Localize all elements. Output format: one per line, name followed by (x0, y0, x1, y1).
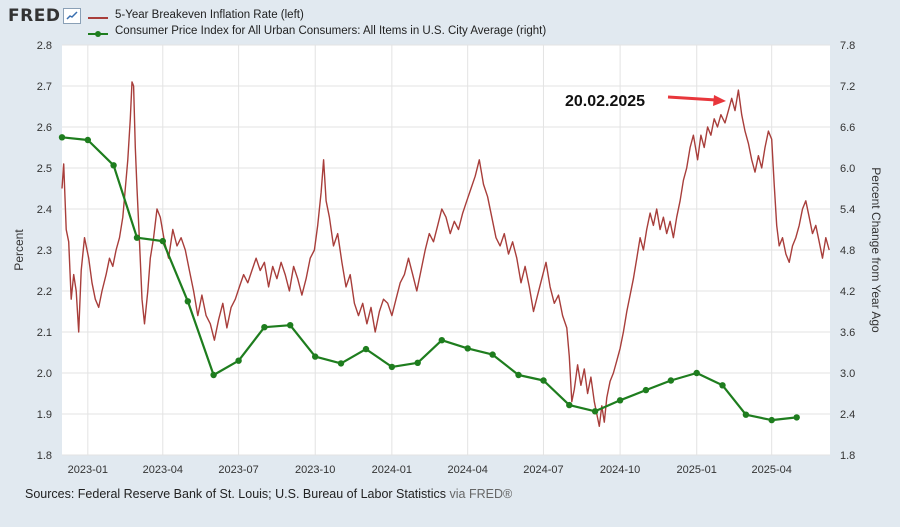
legend-swatch-breakeven (88, 11, 108, 19)
cpi-point (438, 337, 445, 344)
cpi-point (133, 234, 141, 241)
x-tick-label: 2023-04 (143, 464, 183, 476)
cpi-point (464, 345, 471, 352)
source-via[interactable]: via FRED® (449, 487, 513, 501)
cpi-point (793, 414, 800, 421)
cpi-point (719, 382, 726, 389)
cpi-point (84, 136, 92, 144)
trend-line-icon (63, 8, 82, 24)
cpi-point (667, 377, 675, 384)
cpi-point (616, 397, 624, 404)
y-left-tick-label: 1.8 (37, 450, 52, 462)
x-tick-label: 2023-01 (68, 464, 108, 476)
x-tick-label: 2023-10 (295, 464, 335, 476)
cpi-point (210, 371, 217, 379)
x-tick-label: 2025-01 (677, 464, 717, 476)
y-left-tick-label: 2.1 (37, 327, 52, 339)
x-tick-label: 2024-10 (600, 464, 640, 476)
y-right-axis-label: Percent Change from Year Ago (869, 167, 883, 333)
x-tick-label: 2025-04 (752, 464, 792, 476)
cpi-point (566, 401, 573, 409)
cpi-point (58, 134, 66, 141)
cpi-point (742, 411, 750, 418)
y-left-tick-label: 2.3 (37, 245, 52, 257)
y-right-tick-label: 2.4 (840, 409, 855, 421)
cpi-point (693, 369, 700, 377)
annotation-arrow-shaft (667, 95, 717, 102)
chart-legend: 5-Year Breakeven Inflation Rate (left) C… (88, 7, 546, 39)
y-right-tick-label: 6.0 (840, 163, 855, 175)
cpi-point (159, 237, 166, 245)
y-right-tick-label: 6.6 (840, 122, 855, 134)
cpi-point (337, 360, 345, 367)
y-right-tick-label: 4.2 (840, 286, 855, 298)
source-text: Sources: Federal Reserve Bank of St. Lou… (25, 487, 447, 501)
legend-label-cpi: Consumer Price Index for All Urban Consu… (115, 25, 547, 37)
annotation-arrow-head (713, 95, 726, 106)
legend-label-breakeven: 5-Year Breakeven Inflation Rate (left) (115, 9, 304, 21)
cpi-point (362, 345, 370, 353)
cpi-point (184, 298, 191, 305)
legend-item-cpi: Consumer Price Index for All Urban Consu… (88, 23, 546, 39)
y-right-tick-label: 5.4 (840, 204, 855, 216)
cpi-point (540, 377, 547, 384)
series-line-breakeven (61, 81, 830, 427)
y-left-tick-label: 2.4 (37, 204, 52, 216)
y-left-tick-label: 2.8 (37, 40, 52, 52)
y-right-tick-label: 1.8 (840, 450, 855, 462)
cpi-point (235, 357, 242, 364)
annotation-date-label: 20.02.2025 (565, 93, 645, 110)
y-left-tick-label: 2.2 (37, 286, 52, 298)
cpi-point (312, 353, 319, 360)
cpi-point (768, 416, 775, 424)
cpi-point (388, 363, 396, 371)
y-right-tick-label: 7.2 (840, 81, 855, 93)
x-tick-label: 2024-07 (523, 464, 563, 476)
x-tick-label: 2023-07 (218, 464, 258, 476)
cpi-point (414, 359, 421, 366)
y-left-tick-label: 2.0 (37, 368, 52, 380)
y-left-tick-label: 2.6 (37, 122, 52, 134)
source-note: Sources: Federal Reserve Bank of St. Lou… (25, 487, 512, 501)
y-right-tick-label: 4.8 (840, 245, 855, 257)
cpi-point (261, 324, 268, 331)
y-left-tick-label: 2.7 (37, 81, 52, 93)
fred-logo-text: FRED (8, 6, 61, 26)
cpi-point (287, 322, 294, 329)
x-tick-label: 2024-01 (372, 464, 412, 476)
cpi-point (515, 371, 522, 379)
cpi-point (642, 386, 650, 394)
legend-swatch-cpi (88, 27, 108, 37)
y-right-tick-label: 3.6 (840, 327, 855, 339)
y-right-tick-label: 3.0 (840, 368, 855, 380)
cpi-point (110, 162, 117, 169)
series-line-cpi (61, 136, 797, 422)
legend-item-breakeven: 5-Year Breakeven Inflation Rate (left) (88, 7, 546, 23)
fred-logo[interactable]: FRED (8, 6, 82, 26)
y-left-tick-label: 1.9 (37, 409, 52, 421)
cpi-point (489, 351, 496, 358)
y-left-tick-label: 2.5 (37, 163, 52, 175)
cpi-point (591, 408, 599, 415)
y-right-tick-label: 7.8 (840, 40, 855, 52)
x-tick-label: 2024-04 (447, 464, 487, 476)
y-left-axis-label: Percent (12, 229, 26, 271)
